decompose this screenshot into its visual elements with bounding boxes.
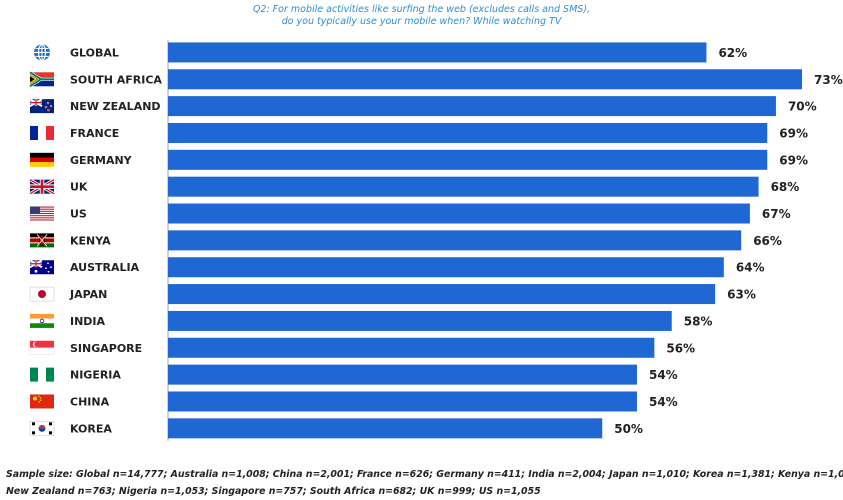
category-label: AUSTRALIA <box>70 261 140 274</box>
flag-china-icon <box>30 394 54 408</box>
flag-japan-icon <box>30 287 54 301</box>
bar <box>168 418 602 438</box>
flag-nigeria-icon <box>30 368 54 382</box>
bar <box>168 123 767 143</box>
bar <box>168 42 706 62</box>
sample-size-line-1: Sample size: Global n=14,777; Australia … <box>6 467 841 484</box>
flag-france-icon <box>30 126 54 140</box>
bar <box>168 69 802 89</box>
category-label: CHINA <box>70 395 110 408</box>
bar <box>168 150 767 170</box>
value-label: 66% <box>753 234 782 248</box>
value-label: 62% <box>718 46 747 60</box>
bar <box>168 177 759 197</box>
value-label: 67% <box>762 207 791 221</box>
globe-icon <box>34 44 50 60</box>
category-label: GERMANY <box>70 154 133 167</box>
category-label: JAPAN <box>69 288 107 301</box>
bar <box>168 96 776 116</box>
flag-us-icon <box>30 207 54 221</box>
sample-size-note: Sample size: Global n=14,777; Australia … <box>6 467 841 500</box>
bar-chart: GLOBAL 62% SOUTH AFRICA 73% NEW ZEALAND 70% FR… <box>0 0 843 460</box>
category-label: SOUTH AFRICA <box>70 73 162 86</box>
value-label: 63% <box>727 288 756 302</box>
value-label: 58% <box>684 314 713 328</box>
value-label: 70% <box>788 100 817 114</box>
flag-singapore-icon <box>30 341 54 355</box>
category-label: INDIA <box>70 315 106 328</box>
value-label: 50% <box>614 422 643 436</box>
flag-south-africa-icon <box>30 72 54 86</box>
bar <box>168 204 750 224</box>
value-label: 69% <box>779 126 808 140</box>
value-label: 64% <box>736 261 765 275</box>
bar <box>168 230 741 250</box>
category-label: GLOBAL <box>70 46 119 59</box>
bar <box>168 391 637 411</box>
bar <box>168 365 637 385</box>
sample-size-line-2: New Zealand n=763; Nigeria n=1,053; Sing… <box>6 484 841 500</box>
flag-australia-icon <box>30 260 54 274</box>
category-label: UK <box>70 181 88 194</box>
flag-korea-icon <box>30 421 54 435</box>
value-label: 73% <box>814 73 843 87</box>
bar <box>168 257 724 277</box>
value-label: 69% <box>779 153 808 167</box>
bar <box>168 284 715 304</box>
value-label: 56% <box>666 341 695 355</box>
bar <box>168 338 654 358</box>
value-label: 68% <box>771 180 800 194</box>
value-label: 54% <box>649 368 678 382</box>
flag-germany-icon <box>30 153 54 167</box>
category-label: NEW ZEALAND <box>70 100 161 113</box>
category-label: SINGAPORE <box>70 342 142 355</box>
flag-new-zealand-icon <box>30 99 54 113</box>
category-label: KENYA <box>70 234 111 247</box>
value-label: 54% <box>649 395 678 409</box>
category-label: US <box>70 208 87 221</box>
category-label: FRANCE <box>70 127 119 140</box>
flag-india-icon <box>30 314 54 328</box>
flag-kenya-icon <box>30 233 54 247</box>
bar <box>168 311 672 331</box>
flag-uk-icon <box>30 180 54 194</box>
category-label: KOREA <box>70 422 112 435</box>
category-label: NIGERIA <box>70 369 121 382</box>
